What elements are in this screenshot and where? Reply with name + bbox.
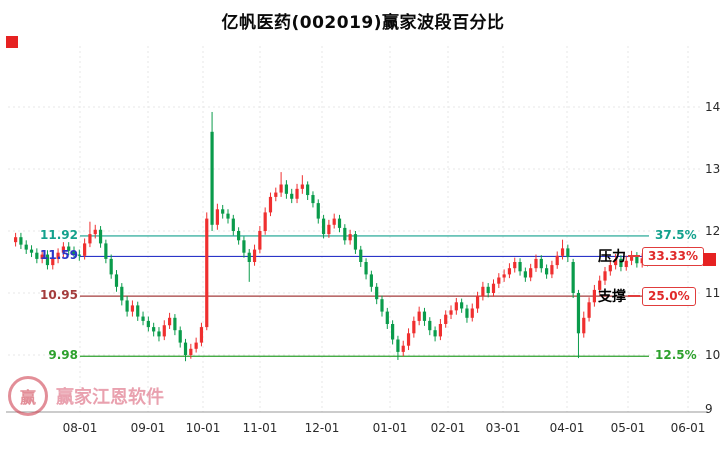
- y-axis-tick: 14: [705, 100, 721, 114]
- level-percent-label: 12.5%: [655, 348, 697, 363]
- leader-line: [628, 255, 640, 258]
- x-axis-label: 03-01: [485, 421, 521, 435]
- y-axis-tick: 10: [705, 348, 721, 362]
- watermark-red-square-icon: [6, 36, 18, 48]
- price-marker-square-icon: [703, 253, 716, 266]
- resistance-percent-badge: 33.33%: [642, 246, 704, 266]
- x-axis-label: 05-01: [610, 421, 646, 435]
- watermark-logo-icon: 赢: [8, 376, 48, 416]
- x-axis-label: 01-01: [372, 421, 408, 435]
- resistance-label: 压力: [598, 249, 626, 266]
- x-axis-label: 08-01: [62, 421, 98, 435]
- resistance-annotation: 压力 33.33%: [598, 246, 704, 266]
- support-annotation: 支撑 25.0%: [598, 286, 696, 306]
- watermark-logo-glyph: 赢: [19, 388, 36, 407]
- support-percent-badge: 25.0%: [642, 286, 696, 306]
- x-axis-label: 10-01: [185, 421, 221, 435]
- y-axis-tick: 12: [705, 224, 721, 238]
- y-axis-tick: 9: [705, 402, 713, 416]
- x-axis-label: 06-01: [670, 421, 706, 435]
- x-axis-label: 04-01: [549, 421, 585, 435]
- watermark: 赢 赢家江恩软件: [8, 376, 164, 416]
- watermark-text: 赢家江恩软件: [56, 387, 164, 408]
- x-axis-label: 12-01: [304, 421, 340, 435]
- y-axis-tick: 11: [705, 286, 721, 300]
- leader-line: [628, 295, 640, 298]
- support-label: 支撑: [598, 289, 626, 306]
- x-axis-label: 11-01: [242, 421, 278, 435]
- chart-title: 亿帆医药(002019)赢家波段百分比: [221, 13, 505, 33]
- level-price-label: 11.92: [40, 227, 78, 242]
- x-axis-label: 02-01: [430, 421, 466, 435]
- x-axis-label: 09-01: [130, 421, 166, 435]
- level-price-label: 9.98: [48, 348, 78, 363]
- level-percent-label: 37.5%: [655, 227, 697, 242]
- level-price-label: 10.95: [40, 288, 78, 303]
- level-price-label: 11.59: [40, 248, 78, 263]
- y-axis-tick: 13: [705, 162, 721, 176]
